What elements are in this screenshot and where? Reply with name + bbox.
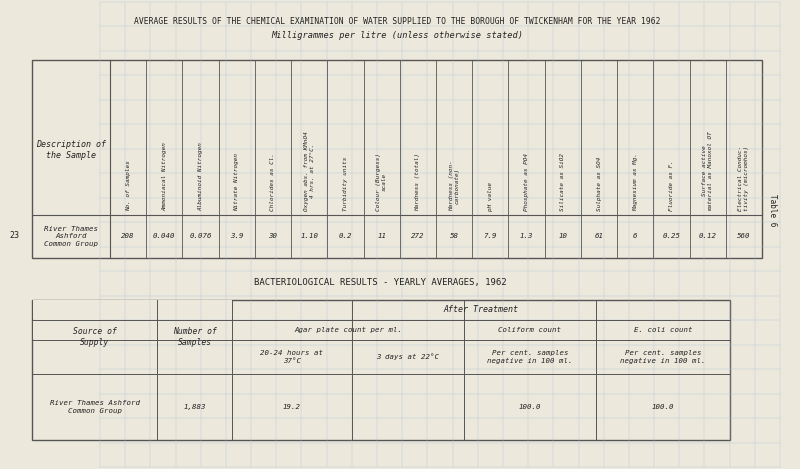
Text: 208: 208 (122, 234, 135, 240)
Text: 23: 23 (9, 230, 19, 240)
Text: Per cent. samples
negative in 100 ml.: Per cent. samples negative in 100 ml. (487, 350, 573, 364)
Text: 0.25: 0.25 (662, 234, 681, 240)
Text: Magnesium as Mg.: Magnesium as Mg. (633, 153, 638, 211)
Text: Phosphate as PO4: Phosphate as PO4 (524, 153, 529, 211)
Text: 10: 10 (558, 234, 567, 240)
Bar (33, 301, 231, 319)
Text: 6: 6 (633, 234, 638, 240)
Text: 0.2: 0.2 (338, 234, 352, 240)
Text: No. of Samples: No. of Samples (126, 160, 130, 211)
Text: Colour (Burgess)
scale: Colour (Burgess) scale (376, 153, 387, 211)
Text: Description of
the Sample: Description of the Sample (36, 140, 106, 160)
Text: Number of
Samples: Number of Samples (173, 327, 217, 347)
Text: 30: 30 (269, 234, 278, 240)
Text: Nitrate Nitrogen: Nitrate Nitrogen (234, 153, 239, 211)
Text: 3.9: 3.9 (230, 234, 243, 240)
Text: BACTERIOLOGICAL RESULTS - YEARLY AVERAGES, 1962: BACTERIOLOGICAL RESULTS - YEARLY AVERAGE… (254, 279, 506, 287)
Text: 3 days at 22°C: 3 days at 22°C (377, 354, 439, 360)
Text: River Thames
Ashford
Common Group: River Thames Ashford Common Group (44, 226, 98, 247)
Text: 1.3: 1.3 (520, 234, 534, 240)
Text: Silicate as SiO2: Silicate as SiO2 (560, 153, 566, 211)
Text: 0.040: 0.040 (153, 234, 175, 240)
Text: 61: 61 (594, 234, 603, 240)
Text: Chlorides as Cl.: Chlorides as Cl. (270, 153, 275, 211)
Text: Coliform count: Coliform count (498, 327, 562, 333)
Text: Agar plate count per ml.: Agar plate count per ml. (294, 327, 402, 333)
Text: Ammoniacal Nitrogen: Ammoniacal Nitrogen (162, 142, 167, 211)
Bar (32, 300, 730, 440)
Text: 1,883: 1,883 (183, 404, 206, 410)
Text: Electrical Conduc-
tivity (micromhos): Electrical Conduc- tivity (micromhos) (738, 146, 750, 211)
Text: AVERAGE RESULTS OF THE CHEMICAL EXAMINATION OF WATER SUPPLIED TO THE BOROUGH OF : AVERAGE RESULTS OF THE CHEMICAL EXAMINAT… (134, 17, 660, 27)
Text: Turbidity units: Turbidity units (343, 157, 348, 211)
Text: 20-24 hours at
37°C: 20-24 hours at 37°C (261, 350, 323, 363)
Text: E. coli count: E. coli count (634, 327, 692, 333)
Text: River Thames Ashford
Common Group: River Thames Ashford Common Group (50, 401, 139, 414)
Text: After Treatment: After Treatment (443, 305, 518, 315)
Text: 19.2: 19.2 (283, 404, 301, 410)
Text: 0.076: 0.076 (190, 234, 212, 240)
Text: Per cent. samples
negative in 100 ml.: Per cent. samples negative in 100 ml. (620, 350, 706, 364)
Text: Oxygen abs. from KMnO4
4 hrs. at 27°C.: Oxygen abs. from KMnO4 4 hrs. at 27°C. (304, 131, 314, 211)
Text: 272: 272 (411, 234, 425, 240)
Text: pH value: pH value (488, 182, 493, 211)
Text: Hardness (total): Hardness (total) (415, 153, 420, 211)
Text: Surface active
material as Manoxol OT: Surface active material as Manoxol OT (702, 131, 713, 211)
Text: 100.0: 100.0 (652, 404, 674, 410)
Text: Source of
Supply: Source of Supply (73, 327, 117, 347)
Bar (32, 60, 762, 258)
Text: Table 6: Table 6 (769, 194, 778, 226)
Text: 1.10: 1.10 (300, 234, 318, 240)
Text: Sulphate as SO4: Sulphate as SO4 (597, 157, 602, 211)
Bar (33, 320, 231, 340)
Text: 58: 58 (450, 234, 458, 240)
Text: 7.9: 7.9 (483, 234, 497, 240)
Text: Fluoride as F.: Fluoride as F. (669, 160, 674, 211)
Text: Hardness (non-
carbonate): Hardness (non- carbonate) (449, 160, 459, 211)
Text: 100.0: 100.0 (518, 404, 542, 410)
Text: Milligrammes per litre (unless otherwise stated): Milligrammes per litre (unless otherwise… (271, 31, 523, 40)
Text: 11: 11 (377, 234, 386, 240)
Text: 0.12: 0.12 (698, 234, 717, 240)
Text: Albuminoid Nitrogen: Albuminoid Nitrogen (198, 142, 203, 211)
Text: 560: 560 (737, 234, 750, 240)
